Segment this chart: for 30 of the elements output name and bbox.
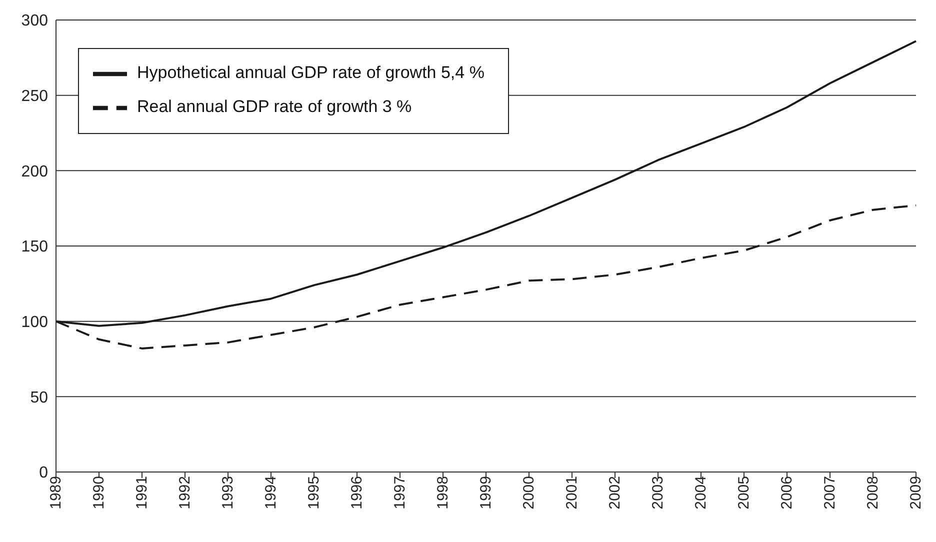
x-tick-label: 1993 — [220, 476, 237, 510]
x-tick-label: 1995 — [306, 476, 323, 510]
x-tick-label: 1994 — [262, 476, 280, 510]
x-tick-label: 1997 — [392, 476, 409, 510]
x-tick-label: 2002 — [606, 476, 624, 510]
y-tick-label: 250 — [21, 88, 48, 106]
x-tick-label: 1992 — [176, 476, 194, 510]
legend-label: Hypothetical annual GDP rate of growth 5,4 % — [137, 63, 484, 82]
x-tick-label: 1998 — [434, 476, 452, 510]
x-tick-label: 2000 — [520, 476, 538, 510]
x-tick-label: 2008 — [864, 476, 882, 510]
legend-label: Real annual GDP rate of growth 3 % — [137, 97, 412, 116]
x-tick-label: 2004 — [692, 476, 710, 510]
y-tick-label: 50 — [30, 389, 48, 406]
x-tick-label: 1996 — [348, 476, 366, 510]
x-tick-label: 2001 — [564, 476, 581, 510]
x-tick-label: 1990 — [90, 476, 108, 510]
y-tick-label: 0 — [39, 464, 48, 482]
x-tick-label: 2006 — [778, 476, 796, 510]
x-tick-label: 2009 — [908, 476, 925, 510]
y-tick-label: 150 — [21, 238, 48, 256]
x-tick-label: 2007 — [822, 476, 839, 510]
x-tick-label: 1991 — [134, 476, 151, 510]
y-tick-label: 300 — [21, 12, 48, 30]
y-tick-label: 100 — [21, 314, 48, 332]
x-tick-label: 2003 — [650, 476, 667, 510]
x-tick-label: 1999 — [478, 476, 495, 510]
x-tick-label: 2005 — [736, 476, 753, 510]
y-tick-label: 200 — [21, 163, 48, 180]
x-tick-label: 1989 — [48, 476, 65, 510]
